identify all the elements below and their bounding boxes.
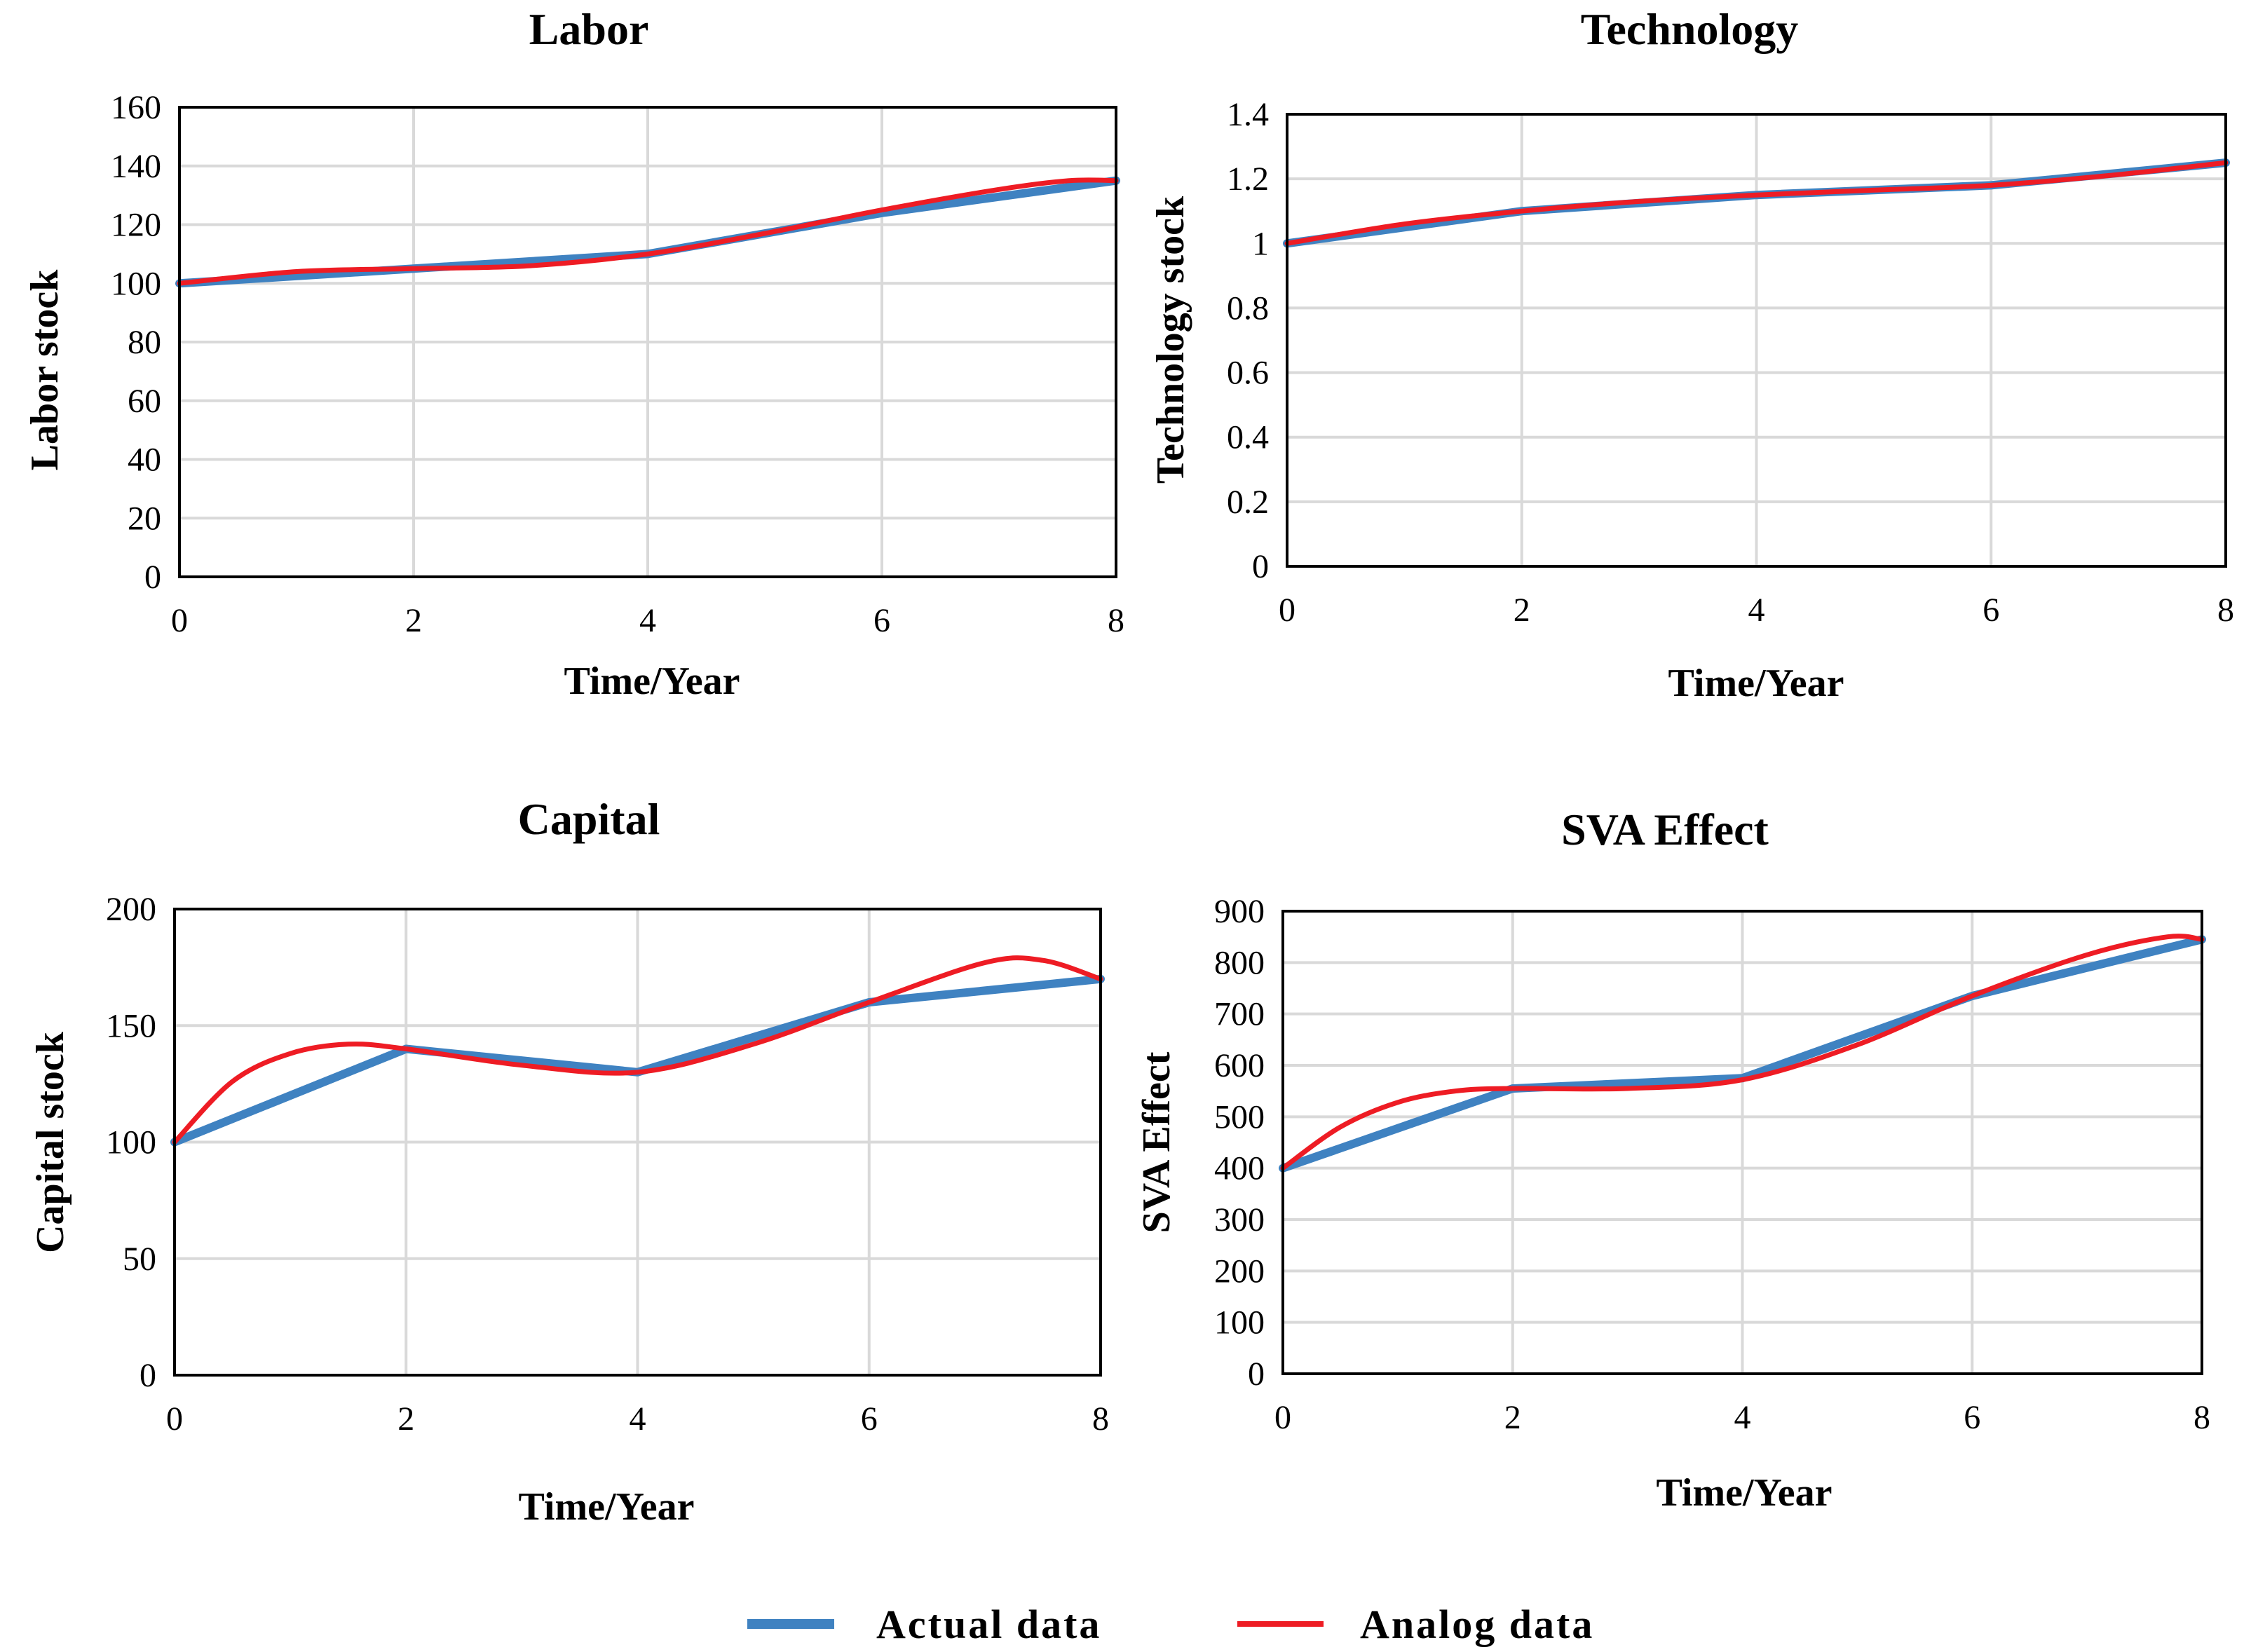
y-axis-label: Capital stock [29,1031,72,1253]
y-tick-label: 120 [111,207,161,244]
plot-frame [173,908,1102,1377]
y-axis-label: Technology stock [1149,196,1192,484]
x-tick-label: 0 [1279,592,1295,629]
y-tick-label: 1.4 [1227,96,1269,133]
y-axis-label: SVA Effect [1135,1051,1178,1233]
y-tick-label: 1 [1252,225,1269,262]
x-axis-label: Time/Year [1668,662,1844,705]
x-tick-label: 8 [1092,1400,1109,1438]
series-line-analog [1284,160,2229,246]
y-tick-label: 0.2 [1227,484,1269,521]
x-tick-label: 4 [1748,592,1765,629]
legend-actual-label: Actual data [876,1602,1101,1647]
y-tick-label: 0 [140,1357,156,1394]
legend-analog-label: Analog data [1360,1602,1594,1647]
x-tick-label: 8 [1108,602,1124,639]
y-tick-label: 0.4 [1227,419,1269,456]
x-tick-label: 2 [397,1400,414,1438]
y-tick-label: 100 [1214,1304,1265,1342]
chart-sva-effect: 0 100 200 300 400 500 600 700 800 900 0 2 4 6 8 SVA Eff… [1135,805,2210,1515]
x-tick-label: 6 [861,1400,878,1438]
y-tick-label: 150 [106,1007,156,1044]
x-tick-label: 2 [1514,592,1530,629]
plot-frame [1286,113,2227,568]
x-tick-label: 0 [166,1400,183,1438]
x-tick-label: 0 [1274,1399,1291,1436]
y-tick-label: 0.8 [1227,289,1269,327]
y-tick-label: 80 [128,324,161,361]
y-tick-label: 200 [1214,1252,1265,1290]
y-tick-label: 400 [1214,1150,1265,1187]
y-tick-label: 20 [128,500,161,537]
y-tick-label: 50 [123,1241,156,1278]
y-tick-label: 900 [1214,893,1265,930]
chart-title: Technology [1581,4,1799,54]
plot-frame [1281,910,2203,1375]
y-tick-label: 200 [106,891,156,928]
x-axis-label: Time/Year [519,1485,695,1529]
x-tick-label: 0 [171,602,188,639]
x-tick-label: 4 [630,1400,646,1438]
x-tick-label: 8 [2217,592,2234,629]
y-tick-label: 800 [1214,944,1265,981]
y-tick-label: 0 [1248,1356,1265,1393]
x-tick-label: 2 [1504,1399,1521,1436]
chart-technology: 0 0.2 0.4 0.6 0.8 1 1.2 1.4 0 2 4 6 8 Technology Time/… [1149,4,2234,705]
chart-title: Labor [529,4,649,54]
y-tick-label: 0.6 [1227,355,1269,392]
series-line-analog [177,177,1119,286]
y-tick-label: 40 [128,442,161,479]
series-line-analog [172,955,1103,1145]
y-tick-label: 0 [1252,548,1269,585]
x-axis-label: Time/Year [564,660,740,703]
x-tick-label: 4 [639,602,656,639]
chart-capital: 0 50 100 150 200 0 2 4 6 8 Capital Time/Year Capital… [29,794,1109,1529]
x-tick-label: 6 [873,602,890,639]
x-tick-label: 4 [1734,1399,1751,1436]
y-tick-label: 160 [111,89,161,126]
y-tick-label: 140 [111,148,161,185]
x-tick-label: 6 [1964,1399,1980,1436]
y-tick-label: 600 [1214,1047,1265,1084]
x-axis-label: Time/Year [1657,1471,1832,1515]
y-tick-label: 100 [106,1124,156,1161]
y-tick-label: 60 [128,383,161,420]
y-tick-label: 500 [1214,1098,1265,1135]
plot-frame [178,106,1117,578]
x-tick-label: 2 [405,602,422,639]
x-tick-label: 6 [1983,592,1999,629]
y-tick-label: 1.2 [1227,161,1269,198]
y-tick-label: 300 [1214,1201,1265,1238]
y-tick-label: 0 [144,559,161,596]
y-tick-label: 100 [111,265,161,302]
y-axis-label: Labor stock [23,269,67,471]
chart-labor: 0 20 40 60 80 100 120 140 160 0 2 4 6 8 Labor Time/Year… [23,4,1124,703]
y-tick-label: 700 [1214,996,1265,1033]
series-line-analog [1280,934,2205,1171]
legend: Actual data Analog data [747,1602,1594,1647]
chart-title: Capital [518,794,660,844]
x-tick-label: 8 [2194,1399,2210,1436]
chart-title: SVA Effect [1561,805,1769,854]
